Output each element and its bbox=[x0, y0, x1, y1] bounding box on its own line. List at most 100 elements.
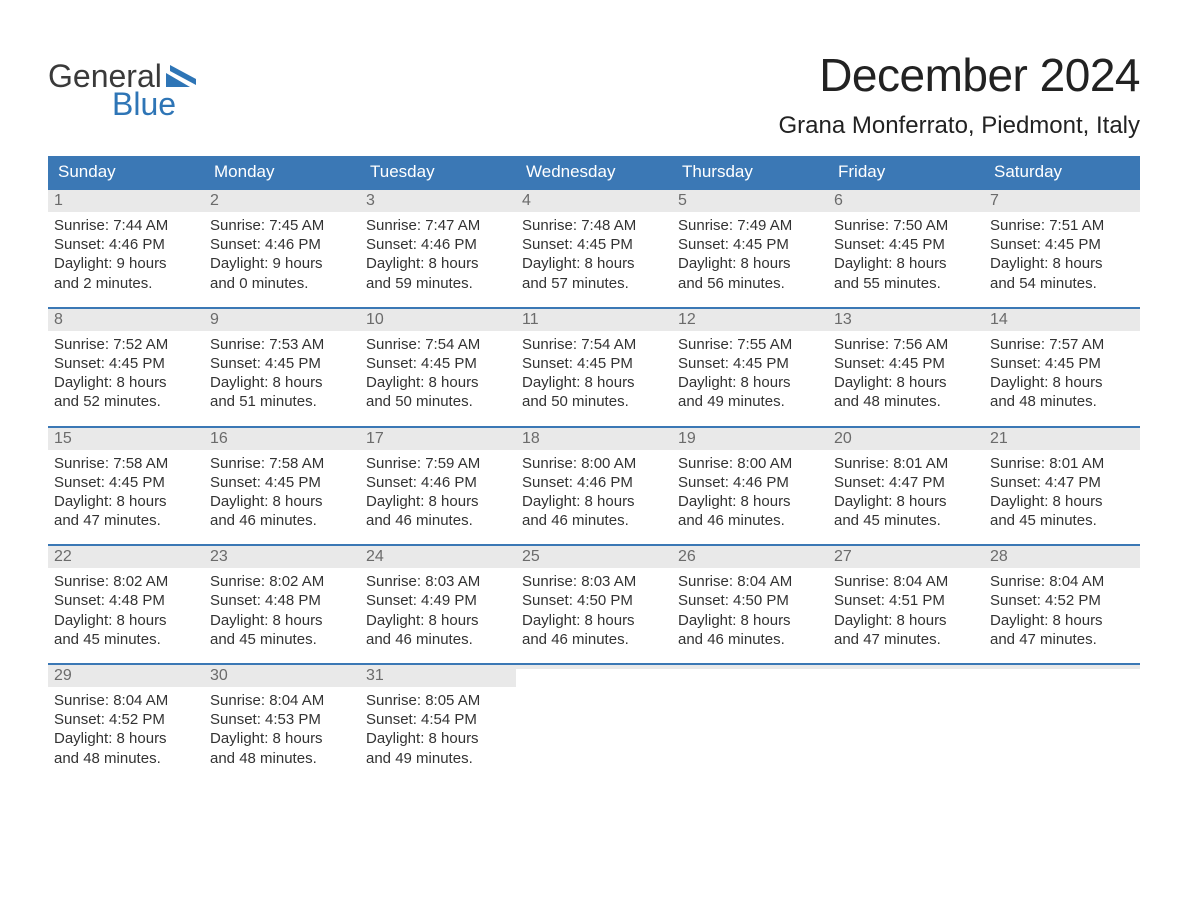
sunset-text: Sunset: 4:45 PM bbox=[54, 354, 198, 373]
daylight-line2: and 0 minutes. bbox=[210, 274, 354, 293]
day-number: 14 bbox=[984, 309, 1140, 331]
daylight-line2: and 47 minutes. bbox=[990, 630, 1134, 649]
day-number-row: 19 bbox=[672, 428, 828, 450]
day-body: Sunrise: 7:44 AMSunset: 4:46 PMDaylight:… bbox=[48, 212, 204, 293]
sunrise-text: Sunrise: 7:58 AM bbox=[210, 454, 354, 473]
day-number-row: 15 bbox=[48, 428, 204, 450]
daylight-line1: Daylight: 8 hours bbox=[678, 611, 822, 630]
day-number: 22 bbox=[48, 546, 204, 568]
sunset-text: Sunset: 4:47 PM bbox=[834, 473, 978, 492]
sunrise-text: Sunrise: 7:48 AM bbox=[522, 216, 666, 235]
day-number: 18 bbox=[516, 428, 672, 450]
daylight-line2: and 46 minutes. bbox=[366, 630, 510, 649]
day-cell: 3Sunrise: 7:47 AMSunset: 4:46 PMDaylight… bbox=[360, 190, 516, 293]
day-body: Sunrise: 8:03 AMSunset: 4:49 PMDaylight:… bbox=[360, 568, 516, 649]
day-cell: 21Sunrise: 8:01 AMSunset: 4:47 PMDayligh… bbox=[984, 428, 1140, 531]
day-number: 25 bbox=[516, 546, 672, 568]
sunrise-text: Sunrise: 8:00 AM bbox=[522, 454, 666, 473]
day-body: Sunrise: 7:52 AMSunset: 4:45 PMDaylight:… bbox=[48, 331, 204, 412]
day-number-row bbox=[672, 665, 828, 669]
sunset-text: Sunset: 4:48 PM bbox=[210, 591, 354, 610]
daylight-line1: Daylight: 8 hours bbox=[210, 611, 354, 630]
dow-wednesday: Wednesday bbox=[516, 156, 672, 188]
day-number-row: 2 bbox=[204, 190, 360, 212]
daylight-line2: and 52 minutes. bbox=[54, 392, 198, 411]
day-body: Sunrise: 8:04 AMSunset: 4:53 PMDaylight:… bbox=[204, 687, 360, 768]
day-number: 30 bbox=[204, 665, 360, 687]
sunrise-text: Sunrise: 8:02 AM bbox=[54, 572, 198, 591]
day-number: 24 bbox=[360, 546, 516, 568]
day-cell: 18 Sunrise: 8:00 AMSunset: 4:46 PMDayligh… bbox=[516, 428, 672, 531]
day-number-row: 28 bbox=[984, 546, 1140, 568]
daylight-line1: Daylight: 8 hours bbox=[366, 254, 510, 273]
sunset-text: Sunset: 4:46 PM bbox=[678, 473, 822, 492]
day-body: Sunrise: 8:01 AMSunset: 4:47 PMDaylight:… bbox=[984, 450, 1140, 531]
week-row: 22Sunrise: 8:02 AMSunset: 4:48 PMDayligh… bbox=[48, 544, 1140, 649]
daylight-line1: Daylight: 8 hours bbox=[522, 611, 666, 630]
day-body: Sunrise: 7:53 AMSunset: 4:45 PMDaylight:… bbox=[204, 331, 360, 412]
daylight-line1: Daylight: 9 hours bbox=[210, 254, 354, 273]
day-number: 27 bbox=[828, 546, 984, 568]
day-number: 7 bbox=[984, 190, 1140, 212]
daylight-line2: and 46 minutes. bbox=[678, 630, 822, 649]
sunset-text: Sunset: 4:46 PM bbox=[522, 473, 666, 492]
day-number-row: 14 bbox=[984, 309, 1140, 331]
daylight-line1: Daylight: 8 hours bbox=[210, 373, 354, 392]
day-body: Sunrise: 8:04 AMSunset: 4:52 PMDaylight:… bbox=[984, 568, 1140, 649]
day-body: Sunrise: 7:58 AMSunset: 4:45 PMDaylight:… bbox=[204, 450, 360, 531]
sunset-text: Sunset: 4:45 PM bbox=[522, 235, 666, 254]
daylight-line2: and 55 minutes. bbox=[834, 274, 978, 293]
daylight-line2: and 57 minutes. bbox=[522, 274, 666, 293]
daylight-line1: Daylight: 8 hours bbox=[522, 254, 666, 273]
day-body: Sunrise: 7:58 AMSunset: 4:45 PMDaylight:… bbox=[48, 450, 204, 531]
day-number-row: 5 bbox=[672, 190, 828, 212]
dow-friday: Friday bbox=[828, 156, 984, 188]
sunrise-text: Sunrise: 8:04 AM bbox=[210, 691, 354, 710]
sunset-text: Sunset: 4:49 PM bbox=[366, 591, 510, 610]
daylight-line1: Daylight: 8 hours bbox=[678, 373, 822, 392]
day-number: 31 bbox=[360, 665, 516, 687]
sunrise-text: Sunrise: 7:47 AM bbox=[366, 216, 510, 235]
day-cell: 9Sunrise: 7:53 AMSunset: 4:45 PMDaylight… bbox=[204, 309, 360, 412]
day-body: Sunrise: 8:02 AMSunset: 4:48 PMDaylight:… bbox=[204, 568, 360, 649]
daylight-line1: Daylight: 8 hours bbox=[522, 492, 666, 511]
daylight-line1: Daylight: 8 hours bbox=[678, 254, 822, 273]
day-number: 9 bbox=[204, 309, 360, 331]
sunrise-text: Sunrise: 8:04 AM bbox=[54, 691, 198, 710]
daylight-line2: and 50 minutes. bbox=[522, 392, 666, 411]
day-body: Sunrise: 7:50 AMSunset: 4:45 PMDaylight:… bbox=[828, 212, 984, 293]
daylight-line2: and 59 minutes. bbox=[366, 274, 510, 293]
day-number: 20 bbox=[828, 428, 984, 450]
day-cell: 19Sunrise: 8:00 AMSunset: 4:46 PMDayligh… bbox=[672, 428, 828, 531]
sunrise-text: Sunrise: 7:45 AM bbox=[210, 216, 354, 235]
daylight-line2: and 49 minutes. bbox=[678, 392, 822, 411]
day-number: 17 bbox=[360, 428, 516, 450]
day-number-row bbox=[516, 665, 672, 669]
daylight-line2: and 48 minutes. bbox=[834, 392, 978, 411]
sunrise-text: Sunrise: 8:04 AM bbox=[834, 572, 978, 591]
day-cell: 24Sunrise: 8:03 AMSunset: 4:49 PMDayligh… bbox=[360, 546, 516, 649]
sunset-text: Sunset: 4:52 PM bbox=[54, 710, 198, 729]
sunrise-text: Sunrise: 8:01 AM bbox=[990, 454, 1134, 473]
day-cell: 27Sunrise: 8:04 AMSunset: 4:51 PMDayligh… bbox=[828, 546, 984, 649]
sunrise-text: Sunrise: 7:54 AM bbox=[522, 335, 666, 354]
sunset-text: Sunset: 4:46 PM bbox=[366, 235, 510, 254]
sunset-text: Sunset: 4:45 PM bbox=[834, 235, 978, 254]
sunset-text: Sunset: 4:51 PM bbox=[834, 591, 978, 610]
day-cell: 25Sunrise: 8:03 AMSunset: 4:50 PMDayligh… bbox=[516, 546, 672, 649]
daylight-line2: and 50 minutes. bbox=[366, 392, 510, 411]
sunset-text: Sunset: 4:45 PM bbox=[54, 473, 198, 492]
sunset-text: Sunset: 4:45 PM bbox=[678, 354, 822, 373]
day-body: Sunrise: 8:01 AMSunset: 4:47 PMDaylight:… bbox=[828, 450, 984, 531]
day-cell: 26Sunrise: 8:04 AMSunset: 4:50 PMDayligh… bbox=[672, 546, 828, 649]
day-number-row: 25 bbox=[516, 546, 672, 568]
day-body: Sunrise: 7:59 AMSunset: 4:46 PMDaylight:… bbox=[360, 450, 516, 531]
sunset-text: Sunset: 4:47 PM bbox=[990, 473, 1134, 492]
day-cell: 20Sunrise: 8:01 AMSunset: 4:47 PMDayligh… bbox=[828, 428, 984, 531]
sunrise-text: Sunrise: 8:01 AM bbox=[834, 454, 978, 473]
day-number-row: 4 bbox=[516, 190, 672, 212]
sunrise-text: Sunrise: 8:04 AM bbox=[678, 572, 822, 591]
day-cell: 4 Sunrise: 7:48 AMSunset: 4:45 PMDaylight… bbox=[516, 190, 672, 293]
daylight-line2: and 54 minutes. bbox=[990, 274, 1134, 293]
dow-thursday: Thursday bbox=[672, 156, 828, 188]
